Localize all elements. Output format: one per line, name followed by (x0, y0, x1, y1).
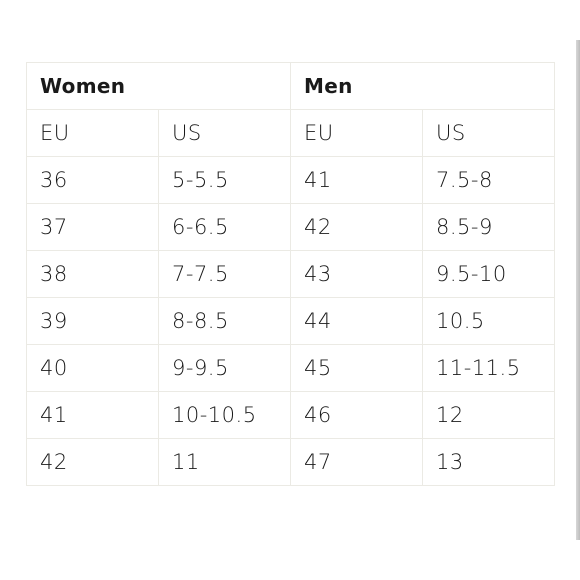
women-us-cell: 8-8.5 (157, 297, 292, 345)
table-row: 42 11 47 13 (26, 438, 556, 486)
men-us-cell: 10.5 (422, 297, 556, 345)
women-us-cell: 6-6.5 (157, 203, 292, 251)
table-row: 40 9-9.5 45 11-11.5 (26, 344, 556, 392)
men-us-header: US (422, 109, 556, 157)
women-us-cell: 7-7.5 (157, 250, 292, 298)
women-us-cell: 11 (157, 438, 292, 486)
women-eu-cell: 40 (26, 344, 159, 392)
table-row: 36 5-5.5 41 7.5-8 (26, 156, 556, 204)
group-header-row: Women Men (25, 62, 556, 110)
men-us-cell: 13 (422, 438, 556, 486)
men-eu-cell: 47 (290, 438, 424, 486)
men-us-cell: 11-11.5 (422, 344, 556, 392)
column-header-row: EU US EU US (26, 109, 556, 157)
men-eu-header: EU (290, 109, 424, 157)
table-row: 37 6-6.5 42 8.5-9 (26, 203, 556, 251)
women-us-header: US (157, 109, 292, 157)
women-eu-cell: 39 (26, 297, 159, 345)
men-group-header: Men (290, 62, 556, 110)
men-eu-cell: 46 (290, 391, 424, 439)
men-us-cell: 12 (422, 391, 556, 439)
women-us-cell: 10-10.5 (157, 391, 292, 439)
men-us-cell: 7.5-8 (422, 156, 556, 204)
women-eu-cell: 36 (26, 156, 159, 204)
men-eu-cell: 44 (290, 297, 424, 345)
women-eu-cell: 37 (26, 203, 159, 251)
women-eu-header: EU (26, 109, 159, 157)
women-eu-cell: 38 (26, 250, 159, 298)
size-conversion-table: Women Men EU US EU US 36 5-5.5 41 7.5-8 … (25, 62, 556, 486)
men-eu-cell: 45 (290, 344, 424, 392)
women-group-header: Women (25, 62, 292, 110)
men-us-cell: 8.5-9 (422, 203, 556, 251)
women-us-cell: 5-5.5 (157, 156, 292, 204)
men-eu-cell: 42 (290, 203, 424, 251)
men-eu-cell: 43 (290, 250, 424, 298)
men-eu-cell: 41 (290, 156, 424, 204)
table-row: 38 7-7.5 43 9.5-10 (26, 250, 556, 298)
women-eu-cell: 42 (26, 438, 159, 486)
page-edge-shadow (576, 40, 580, 540)
table-row: 41 10-10.5 46 12 (26, 391, 556, 439)
women-us-cell: 9-9.5 (157, 344, 292, 392)
women-eu-cell: 41 (26, 391, 159, 439)
men-us-cell: 9.5-10 (422, 250, 556, 298)
table-row: 39 8-8.5 44 10.5 (26, 297, 556, 345)
